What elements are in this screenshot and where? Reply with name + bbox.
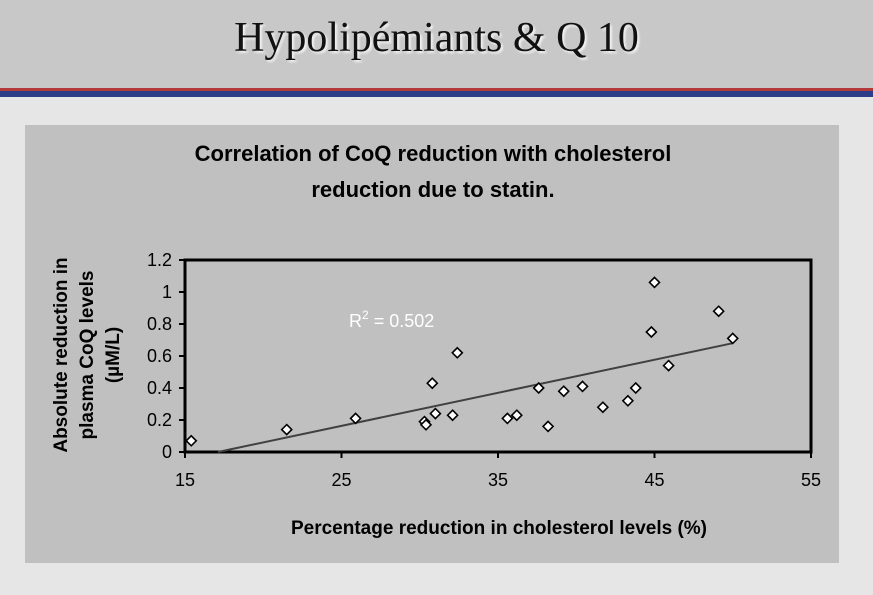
y-axis-label-line-1: Absolute reduction in — [51, 257, 72, 452]
x-tick-label: 45 — [644, 470, 664, 490]
y-tick-label: 0.6 — [147, 346, 172, 366]
data-point — [532, 381, 545, 395]
scatter-chart: Correlation of CoQ reduction with choles… — [51, 141, 821, 539]
data-point — [557, 385, 570, 398]
data-point — [446, 409, 459, 422]
data-point — [645, 325, 658, 339]
data-point — [576, 380, 589, 393]
data-point — [349, 412, 362, 425]
y-tick-label: 1 — [162, 282, 172, 302]
x-axis-label: Percentage reduction in cholesterol leve… — [291, 518, 707, 539]
x-tick-label: 35 — [488, 470, 508, 490]
y-tick-label: 0 — [162, 442, 172, 462]
plot-area: 0 0.2 0.4 0.6 0.8 1 1.2 15 25 35 45 55 — [147, 250, 821, 490]
y-axis-label-line-2: plasma CoQ levels — [77, 271, 98, 440]
y-tick-label: 0.4 — [147, 378, 172, 398]
trend-line — [217, 342, 733, 453]
chart-container: Correlation of CoQ reduction with choles… — [25, 125, 839, 563]
r-squared-annotation: R2 = 0.502 — [349, 308, 434, 331]
data-point — [648, 276, 661, 289]
chart-title-line-1: Correlation of CoQ reduction with choles… — [195, 141, 672, 166]
slide-title: Hypolipémiants & Q 10 — [234, 15, 639, 61]
header-divider-red — [0, 88, 873, 91]
y-tick-label: 0.2 — [147, 410, 172, 430]
data-point — [501, 412, 514, 425]
data-point — [419, 418, 433, 431]
data-point — [621, 394, 635, 407]
data-point — [185, 434, 198, 447]
data-point — [629, 381, 642, 395]
header-divider-blue — [0, 91, 873, 97]
data-point — [541, 420, 555, 433]
y-tick-label: 0.8 — [147, 314, 172, 334]
slide-header: Hypolipémiants & Q 10 — [0, 0, 873, 88]
x-tick-label: 25 — [331, 470, 351, 490]
data-point — [280, 423, 293, 436]
chart-title-line-2: reduction due to statin. — [311, 177, 554, 202]
data-point — [662, 359, 675, 372]
data-point — [712, 305, 725, 318]
plot-frame — [183, 258, 813, 454]
data-point — [510, 409, 523, 422]
data-point — [596, 401, 609, 414]
data-point — [429, 407, 442, 420]
y-tick-label: 1.2 — [147, 250, 172, 270]
data-point — [451, 346, 464, 359]
data-point — [726, 332, 739, 345]
data-point — [426, 377, 439, 390]
y-axis-label-line-3: (µM/L) — [103, 327, 124, 383]
x-tick-label: 15 — [175, 470, 195, 490]
x-tick-label: 55 — [801, 470, 821, 490]
